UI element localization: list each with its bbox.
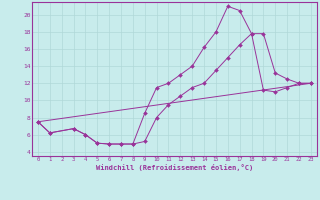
X-axis label: Windchill (Refroidissement éolien,°C): Windchill (Refroidissement éolien,°C) [96,164,253,171]
